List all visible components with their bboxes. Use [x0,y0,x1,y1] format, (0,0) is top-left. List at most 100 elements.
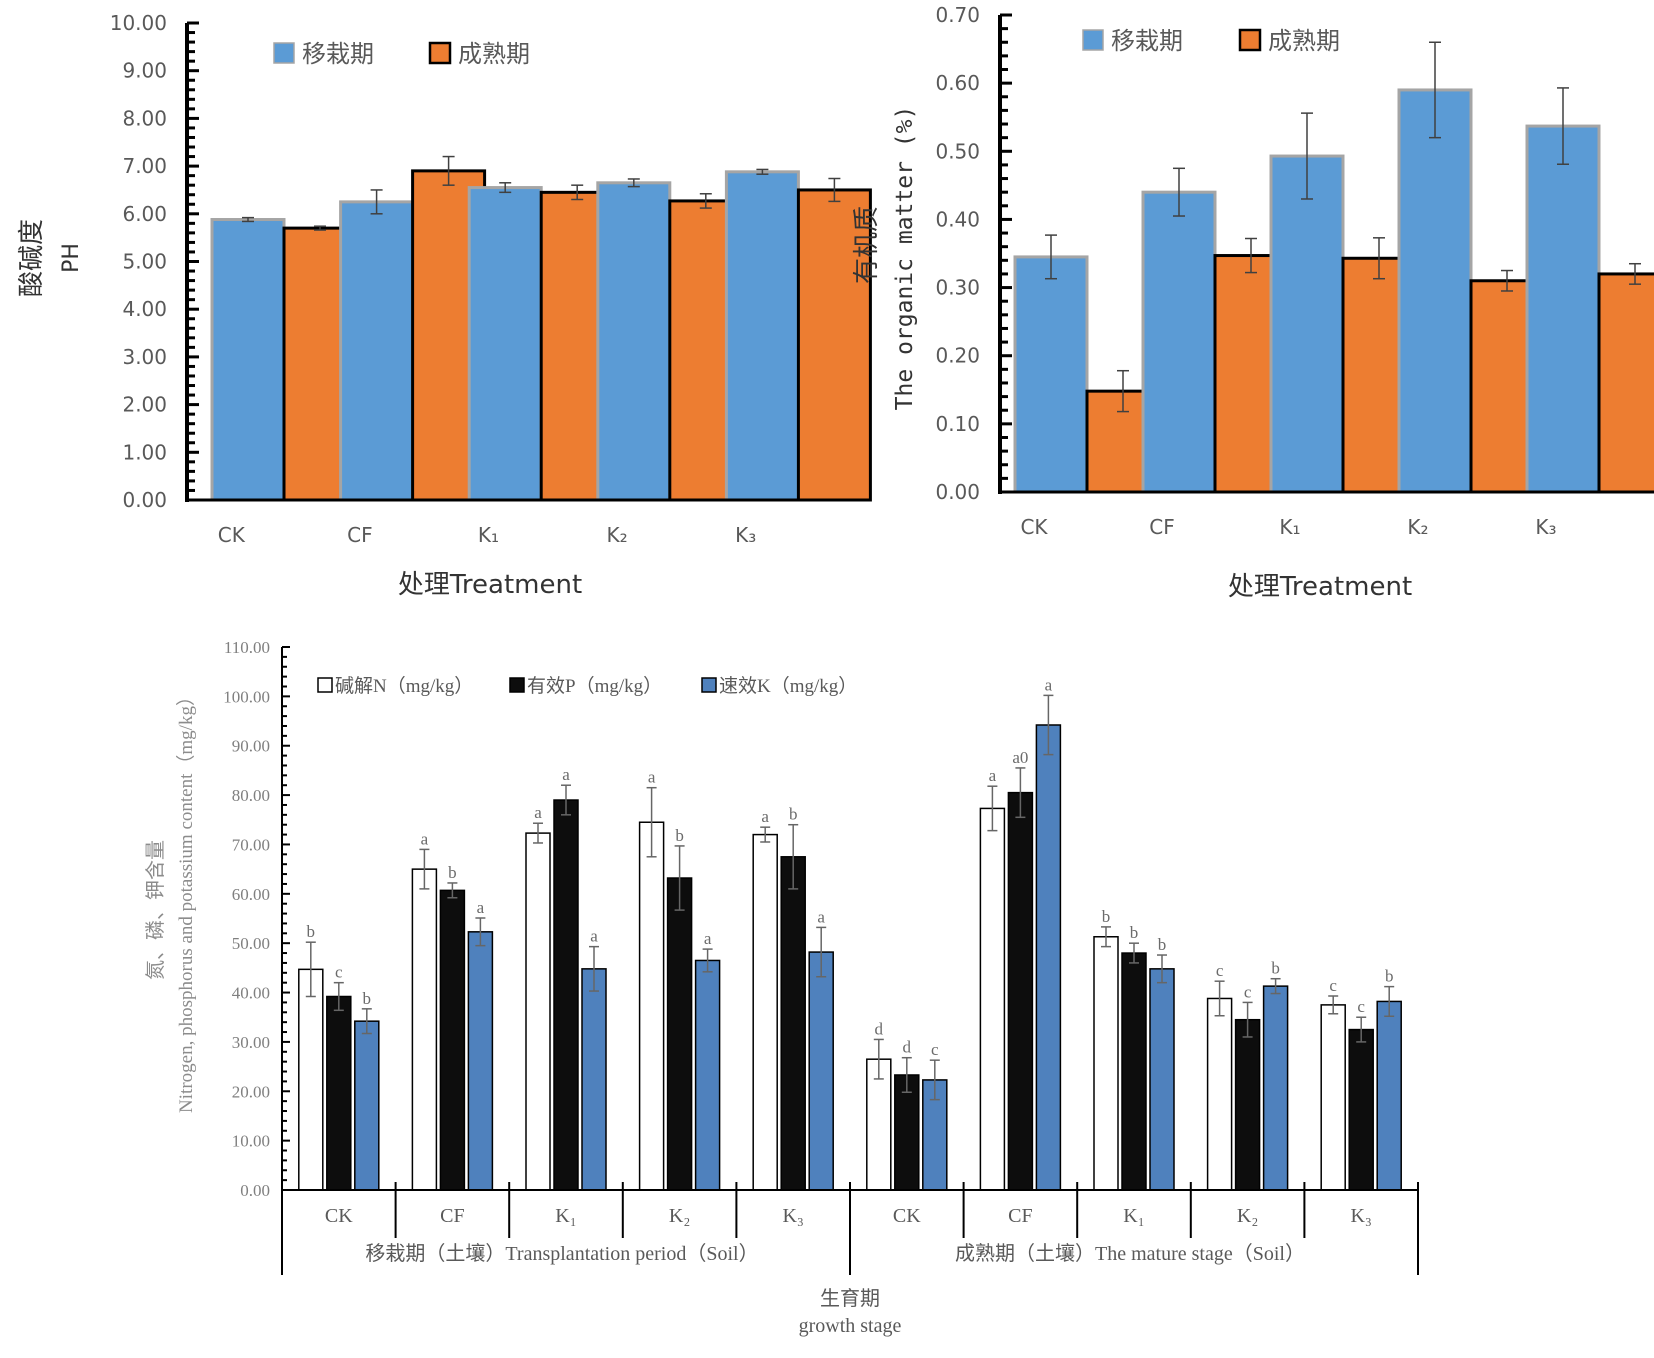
x-category-label: CF [347,523,372,547]
bar-potassium [1376,1000,1402,1191]
x-category-label: K₃ [735,523,756,547]
significance-letter: c [1329,976,1337,995]
significance-letter: a [817,907,825,926]
y-tick-label: 9.00 [122,59,167,83]
legend-label-mature: 成熟期 [1268,27,1340,55]
x-category-label: K₃ [782,1205,803,1227]
significance-letter: a [989,766,997,785]
significance-letter: a [648,768,656,787]
y-tick-label: 40.00 [232,984,270,1003]
bar-nitrogen [638,821,665,1191]
y-tick-label: 100.00 [223,687,270,706]
x-category-label: K₃ [1535,515,1556,539]
y-tick-label: 50.00 [232,934,270,953]
legend-swatch-mature [1238,28,1262,52]
significance-letter: b [1102,907,1111,926]
bar-transplant [724,170,800,502]
ph-legend: 移栽期 成熟期 [273,40,530,68]
y-tick-label: 80.00 [232,786,270,805]
y-tick-label: 20.00 [232,1082,270,1101]
bar-transplant [1397,88,1473,494]
x-category-label: K₃ [1350,1205,1371,1227]
bar-nitrogen [1093,936,1119,1191]
npk-ylabel-cn: 氮、磷、钾含量 [144,840,167,980]
bar-potassium [354,1020,380,1191]
significance-letter: c [1357,997,1365,1016]
significance-letter: a [1045,675,1053,694]
x-category-label: K₁ [478,523,499,547]
x-category-label: K₂ [1237,1205,1258,1227]
x-category-label: CK [325,1205,353,1227]
y-tick-label: 0.10 [935,412,980,436]
bar-mature [1597,272,1654,494]
y-tick-label: 6.00 [122,202,167,226]
x-category-label: K₂ [607,523,628,547]
bar-nitrogen [979,807,1006,1191]
bar-potassium [1149,968,1175,1191]
legend-swatch-mature [428,41,452,65]
ph-xlabel: 处理Treatment [398,570,582,600]
bar-phosphorus [1007,791,1034,1191]
significance-letter: a [562,765,570,784]
y-tick-label: 0.00 [122,488,167,512]
significance-letter: a [534,803,542,822]
bar-phosphorus [894,1074,920,1191]
legend-label-transplant: 移栽期 [1111,27,1183,55]
x-category-label: CK [1020,515,1048,539]
legend-label-k: 速效K（mg/kg） [719,675,857,697]
y-tick-label: 0.40 [935,207,980,231]
x-category-label: CK [218,523,246,547]
y-tick-label: 10.00 [110,11,167,35]
y-tick-label: 0.50 [935,139,980,163]
y-tick-label: 8.00 [122,106,167,130]
bar-transplant [1013,255,1089,494]
y-tick-label: 60.00 [232,885,270,904]
x-category-label: K₂ [1407,515,1428,539]
y-tick-label: 4.00 [122,297,167,321]
bar-nitrogen [1320,1004,1346,1191]
y-tick-label: 10.00 [232,1132,270,1151]
bar-phosphorus [1348,1028,1374,1191]
legend-label-n: 碱解N（mg/kg） [335,675,473,697]
y-tick-label: 0.00 [935,480,980,504]
bar-nitrogen [752,833,778,1191]
bar-potassium [808,951,834,1191]
significance-letter: a [590,927,598,946]
bar-potassium [467,931,494,1191]
bar-nitrogen [525,832,551,1191]
significance-letter: c [335,963,343,982]
bar-transplant [596,181,672,502]
significance-letter: b [1271,959,1280,978]
significance-letter: b [1385,967,1394,986]
npk-group-label-transplant: 移栽期（土壤）Transplantation period（Soil） [365,1242,758,1265]
significance-letter: b [363,989,372,1008]
y-tick-label: 3.00 [122,345,167,369]
legend-swatch-p [509,677,525,693]
bar-nitrogen [866,1058,892,1191]
bar-transplant [1525,124,1601,494]
x-category-label: K₂ [669,1205,690,1227]
bar-nitrogen [411,868,438,1191]
bar-transplant [339,200,415,502]
y-tick-label: 70.00 [232,835,270,854]
significance-letter: b [1158,935,1167,954]
y-tick-label: 0.00 [240,1181,270,1200]
y-tick-label: 110.00 [224,638,270,657]
bar-nitrogen [1206,997,1233,1191]
y-tick-label: 0.30 [935,276,980,300]
npk-xlabel-en: growth stage [799,1315,902,1337]
ph-ylabel-en: PH [59,243,84,273]
y-tick-label: 0.20 [935,344,980,368]
bar-phosphorus [666,877,693,1191]
legend-label-p: 有效P（mg/kg） [527,675,662,697]
bar-transplant [467,186,543,502]
significance-letter: d [903,1038,912,1057]
y-tick-label: 2.00 [122,393,167,417]
significance-letter: a [761,807,769,826]
y-tick-label: 1.00 [122,440,167,464]
x-category-label: CF [440,1205,464,1227]
npk-ylabel-en: Nitrogen, phosphorus and potassium conte… [175,687,197,1113]
legend-swatch-transplant [1082,29,1104,51]
x-category-label: K₁ [555,1205,576,1227]
